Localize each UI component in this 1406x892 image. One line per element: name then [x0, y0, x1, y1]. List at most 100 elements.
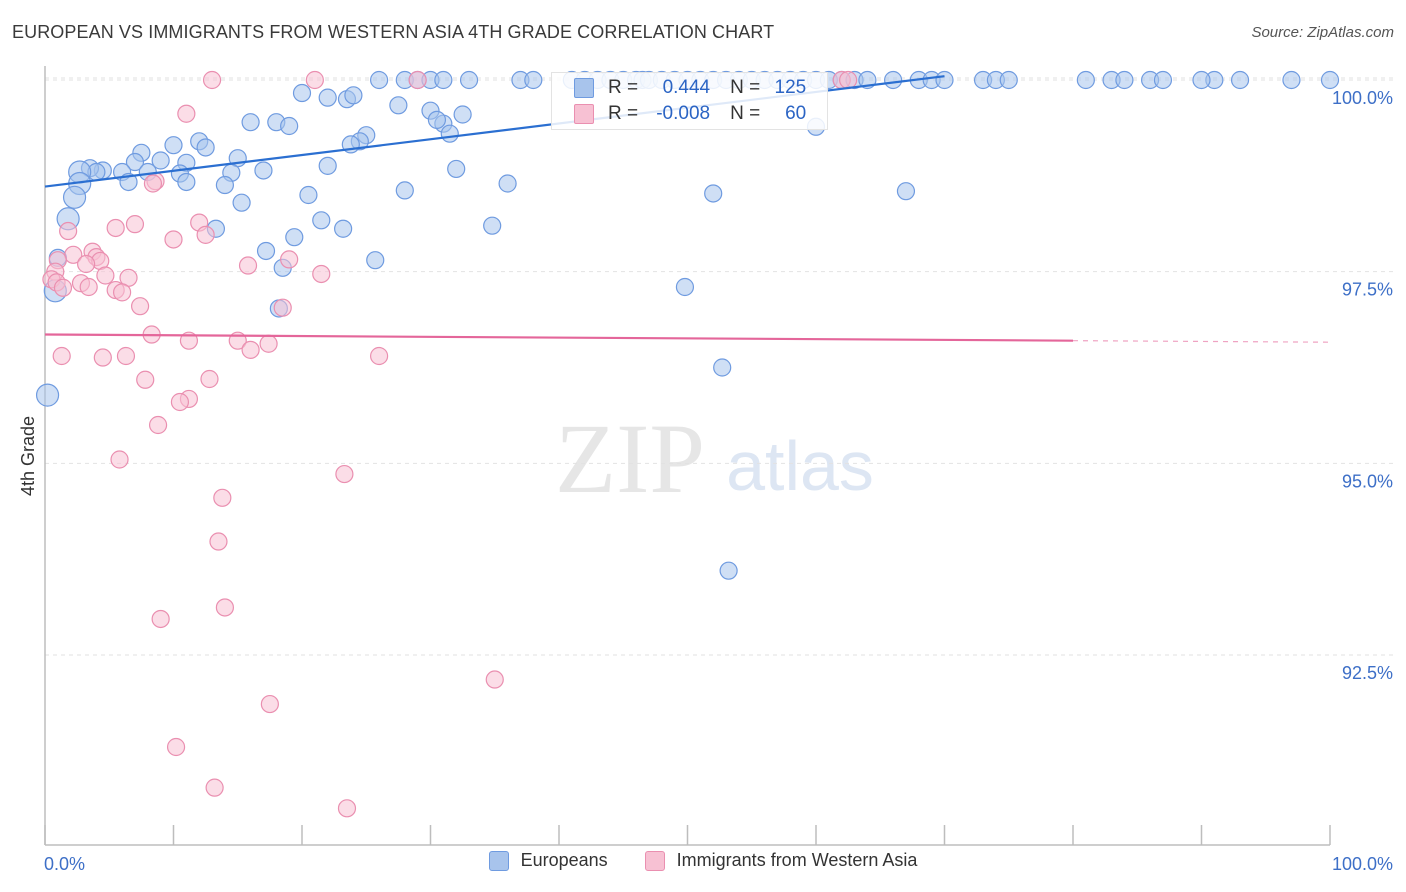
watermark-zip: ZIP: [555, 403, 705, 514]
immigrants-point: [260, 694, 279, 714]
immigrants-point: [96, 266, 115, 285]
europeans-point: [440, 124, 459, 143]
immigrants-point: [485, 670, 504, 689]
europeans-point: [254, 161, 273, 180]
europeans-point: [1153, 70, 1173, 90]
immigrants-point: [335, 464, 354, 484]
europeans-point: [196, 138, 215, 157]
europeans-point: [312, 211, 331, 230]
immigrants-point: [143, 174, 163, 193]
europeans-point: [498, 174, 517, 193]
stats-swatch-immigrants: [574, 104, 594, 124]
europeans-point: [483, 216, 502, 235]
immigrants-point: [53, 278, 73, 297]
europeans-point: [675, 277, 695, 297]
europeans-point: [935, 70, 954, 90]
stats-swatch-europeans: [574, 78, 594, 98]
y-tick-label: 100.0%: [1332, 88, 1393, 108]
immigrants-trendline-extension: [1072, 340, 1331, 343]
legend-swatch-immigrants: [644, 850, 665, 871]
europeans-point: [232, 193, 251, 212]
europeans-point: [1320, 70, 1340, 90]
immigrants-point: [177, 104, 196, 123]
x-tick-label: 0.0%: [44, 854, 85, 874]
n-label: N =: [730, 77, 761, 98]
immigrants-point: [79, 277, 98, 297]
immigrants-point: [112, 283, 132, 302]
chart-title: EUROPEAN VS IMMIGRANTS FROM WESTERN ASIA…: [12, 22, 775, 42]
immigrants-point: [213, 488, 232, 507]
immigrants-point: [196, 225, 215, 244]
y-tick-label: 97.5%: [1342, 280, 1393, 300]
europeans-point: [318, 88, 337, 107]
europeans-point: [285, 228, 304, 247]
chart-legend: Europeans Immigrants from Western Asia: [0, 850, 1406, 876]
immigrants-point: [77, 254, 96, 274]
immigrants-point: [166, 737, 186, 757]
immigrants-point: [106, 218, 125, 238]
immigrants-point: [839, 70, 858, 90]
immigrants-point: [116, 346, 136, 366]
europeans-point: [896, 182, 916, 201]
immigrants-point: [238, 256, 258, 275]
y-tick-label: 92.5%: [1342, 663, 1393, 683]
n-value-immigrants: 60: [785, 103, 807, 124]
immigrants-point: [370, 346, 389, 366]
legend-label-immigrants: Immigrants from Western Asia: [676, 850, 918, 870]
europeans-point: [177, 172, 196, 192]
europeans-point: [151, 151, 170, 170]
immigrants-point: [305, 70, 324, 90]
immigrants-point: [408, 70, 427, 90]
immigrants-point: [337, 799, 357, 818]
stats-box: R = 0.444 N = 125 R = -0.008 N = 60: [551, 72, 828, 130]
europeans-point: [318, 156, 337, 175]
immigrants-point: [241, 340, 260, 359]
legend-label-europeans: Europeans: [520, 850, 608, 870]
immigrants-point: [170, 392, 190, 412]
y-axis-label: 4th Grade: [18, 416, 38, 496]
europeans-point: [1282, 70, 1301, 90]
legend-item-immigrants[interactable]: Immigrants from Western Asia: [644, 850, 918, 871]
europeans-point: [427, 110, 447, 129]
europeans-point: [344, 86, 363, 105]
europeans-point: [366, 251, 385, 270]
immigrants-point: [125, 215, 145, 234]
n-value-europeans: 125: [774, 77, 807, 98]
x-tick-label: 100.0%: [1332, 854, 1393, 874]
europeans-point: [395, 181, 414, 200]
r-label: R =: [608, 103, 639, 124]
europeans-point: [334, 219, 353, 238]
europeans-point: [280, 116, 299, 136]
immigrants-point: [205, 778, 224, 797]
immigrants-point: [273, 298, 292, 317]
europeans-point: [389, 96, 408, 115]
europeans-point: [370, 70, 389, 90]
europeans-point: [883, 70, 903, 90]
immigrants-point: [164, 230, 183, 249]
stats-row-immigrants: R = -0.008 N = 60: [552, 101, 806, 127]
europeans-point: [299, 185, 318, 205]
europeans-point: [524, 70, 543, 90]
europeans-point: [241, 113, 260, 132]
europeans-point: [713, 358, 732, 377]
europeans-point: [999, 70, 1018, 90]
immigrants-point: [52, 346, 71, 366]
immigrants-point: [202, 70, 222, 90]
immigrants-point: [209, 532, 228, 551]
r-value-immigrants: -0.008: [656, 103, 711, 124]
immigrants-point: [259, 334, 278, 353]
europeans-point: [1230, 70, 1250, 90]
europeans-point: [215, 175, 234, 195]
legend-item-europeans[interactable]: Europeans: [488, 850, 608, 871]
immigrants-point: [136, 370, 155, 389]
r-value-europeans: 0.444: [662, 77, 711, 98]
immigrants-point: [59, 221, 78, 241]
europeans-point: [453, 105, 472, 124]
immigrants-point: [215, 598, 234, 617]
europeans-point: [1192, 70, 1211, 90]
europeans-point: [62, 185, 87, 209]
europeans-point: [459, 70, 479, 90]
immigrants-point: [312, 264, 331, 284]
legend-swatch-europeans: [488, 850, 509, 871]
